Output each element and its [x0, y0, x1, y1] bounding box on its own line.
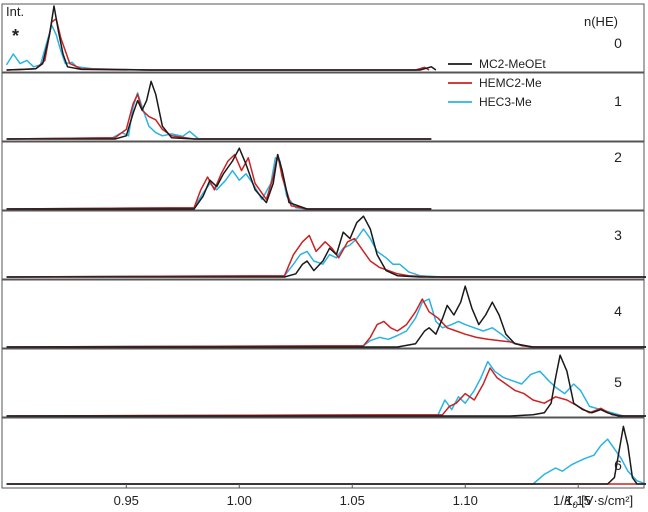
x-axis-label-unit: [V·s/cm²]: [578, 493, 634, 508]
trace-n4-mc2-meoet: [6, 285, 646, 348]
x-axis-label: 1/K0 [V·s/cm²]: [553, 493, 633, 510]
panel-label-4: 4: [614, 303, 622, 319]
legend-label: MC2-MeOEt: [479, 57, 546, 71]
x-axis-label-variable: K: [564, 493, 574, 508]
legend-label: HEMC2-Me: [479, 76, 542, 90]
x-axis-label-prefix: 1/: [553, 493, 564, 508]
x-axis-label-subscript: 0: [573, 500, 578, 510]
panel-frame-0: [1, 3, 645, 73]
trace-n2-hemc2-me: [6, 153, 432, 210]
panel-label-2: 2: [614, 149, 622, 165]
x-tick-label: 1.05: [340, 493, 365, 508]
x-tick-label: 1.15: [566, 493, 591, 508]
panel-header: n(HE): [584, 14, 618, 29]
trace-n6-mc2-meoet: [6, 425, 646, 485]
trace-n1-mc2-meoet: [6, 80, 432, 140]
trace-n3-hec3-me: [6, 228, 646, 278]
trace-n3-mc2-meoet: [6, 215, 646, 278]
trace-n5-mc2-meoet: [6, 354, 646, 417]
x-ticks: 0.95 1.00 1.05 1.10 1.15: [114, 484, 591, 508]
trace-n0-mc2-meoet: [6, 5, 437, 71]
panel-labels: 0 1 2 3 4 5 6: [614, 35, 622, 473]
panel-label-5: 5: [614, 374, 622, 390]
trace-n4-hec3-me: [6, 298, 646, 348]
legend-label: HEC3-Me: [479, 95, 532, 109]
x-tick-label: 0.95: [114, 493, 139, 508]
trace-n3-hemc2-me: [6, 234, 646, 278]
panel-label-3: 3: [614, 227, 622, 243]
panel-label-6: 6: [614, 457, 622, 473]
series-layer: [5, 5, 647, 485]
panel-frame-5: [1, 348, 645, 418]
y-axis-label: Int.: [6, 4, 24, 19]
trace-n5-hemc2-me: [6, 367, 646, 417]
trace-n6-hec3-me: [6, 438, 647, 485]
x-tick-label: 1.00: [227, 493, 252, 508]
panel-frame-2: [1, 141, 645, 211]
trace-n0-hemc2-me: [6, 18, 430, 71]
x-tick-label: 1.10: [453, 493, 478, 508]
panel-label-0: 0: [614, 35, 622, 51]
trace-n1-hec3-me: [6, 92, 432, 140]
panel-frame-1: [1, 72, 645, 142]
panel-frame-3: [1, 210, 645, 280]
trace-n5-hec3-me: [6, 360, 646, 417]
asterisk-annotation: *: [12, 26, 19, 46]
trace-n1-hemc2-me: [6, 93, 432, 140]
trace-n0-hec3-me: [5, 24, 420, 71]
panel-frame-4: [1, 279, 645, 349]
trace-n4-hemc2-me: [6, 298, 646, 348]
trace-n2-mc2-meoet: [6, 147, 432, 210]
panel-frames: [1, 3, 645, 489]
legend: MC2-MeOEt HEMC2-Me HEC3-Me: [448, 57, 546, 109]
panel-label-1: 1: [614, 93, 622, 109]
panel-frame-6: [1, 417, 645, 489]
